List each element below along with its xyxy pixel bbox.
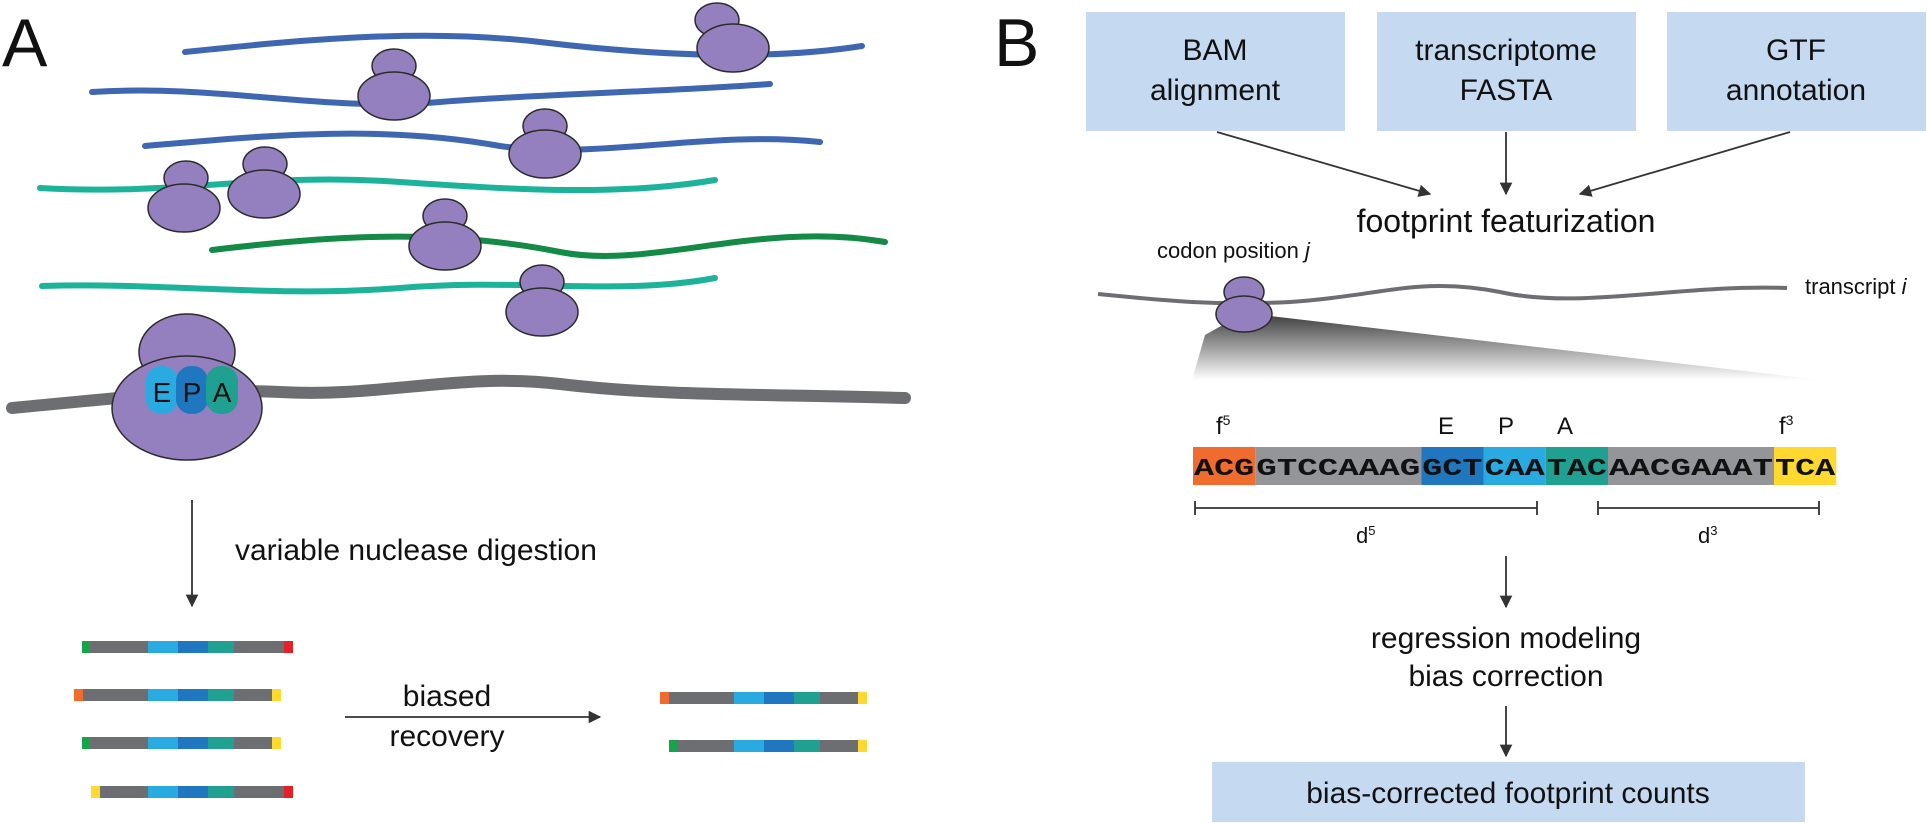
input-fasta-line2: FASTA [1460, 74, 1553, 107]
f3-label: f3 [1779, 412, 1794, 440]
fragment [82, 737, 281, 749]
ribosome [147, 160, 221, 233]
input-gtf-line1: GTF [1766, 34, 1826, 67]
mrna-strand-green-1 [209, 233, 888, 259]
sequence-segment-box [1608, 447, 1774, 485]
site-e-box [146, 366, 178, 414]
regression-label-line1: regression modeling [1371, 622, 1641, 655]
site-p-label: P [183, 377, 202, 408]
input-box-bam: BAM alignment [1086, 12, 1345, 131]
featurization-ribosome [1215, 276, 1273, 333]
sequence-segment-box [1421, 447, 1484, 485]
featurization-label: footprint featurization [1357, 203, 1656, 239]
site-p-box [176, 366, 208, 414]
recovery-label-line1: biased [403, 680, 491, 713]
input-boxes: BAM alignment transcriptome FASTA GTF an… [1086, 12, 1926, 131]
footprint-fragments [74, 641, 293, 798]
input-bam-line2: alignment [1150, 74, 1281, 107]
codon-position-label: codon position j [1157, 238, 1311, 263]
footprint-sequence: ACG GTCCAAAG GCT CAA TAC AACGAAAT TCA [1193, 447, 1837, 485]
mrna-strand-blue-2 [89, 81, 773, 108]
sequence-segment-text: GTCCAAAG [1256, 456, 1420, 483]
site-a-box [206, 366, 238, 414]
input-box-fasta: transcriptome FASTA [1377, 12, 1636, 131]
seq-site-e-label: E [1438, 413, 1454, 440]
sequence-segment-box [1255, 447, 1422, 485]
digestion-label: variable nuclease digestion [235, 534, 597, 567]
ribosome [227, 146, 301, 219]
regression-label-line2: bias correction [1408, 660, 1603, 693]
seq-site-p-label: P [1498, 413, 1514, 440]
mrna-strand-teal-2 [39, 275, 718, 295]
input-fasta-line1: transcriptome [1415, 34, 1597, 67]
input-box-gtf: GTF annotation [1667, 12, 1926, 131]
recovery-label-line2: recovery [389, 720, 504, 753]
mrna-strand-blue-3 [142, 130, 823, 153]
transcript-label: transcript i [1805, 274, 1908, 299]
ribosome [508, 108, 582, 179]
sequence-segment-box [1774, 447, 1837, 485]
sequence-segment-text: ACG [1194, 456, 1254, 483]
output-label: bias-corrected footprint counts [1306, 777, 1710, 810]
site-e-label: E [153, 377, 172, 408]
input-gtf-line2: annotation [1726, 74, 1866, 107]
sequence-segment-text: AACGAAAT [1609, 456, 1773, 483]
ribosome-sites: E P A [146, 366, 238, 414]
panel-a-label: A [2, 5, 48, 81]
zoom-wedge [1192, 313, 1822, 380]
mrna-strand-teal-1 [37, 176, 718, 194]
panel-b-label: B [994, 5, 1039, 81]
f5-label: f5 [1216, 412, 1231, 440]
ribosome [408, 198, 482, 271]
sequence-segment-box [1193, 447, 1256, 485]
sequence-segment-text: TAC [1547, 456, 1607, 483]
fragment [669, 740, 867, 752]
seq-site-a-label: A [1557, 413, 1573, 440]
sequence-segment-box [1545, 447, 1608, 485]
arrow-gtf [1578, 131, 1791, 197]
distance-brackets [1194, 501, 1820, 515]
ribosome [694, 2, 770, 73]
fragment [91, 786, 293, 798]
sequence-segment-text: GCT [1422, 456, 1482, 483]
sequence-segment-text: CAA [1485, 456, 1546, 483]
site-a-label: A [213, 377, 232, 408]
fragment [74, 689, 281, 701]
arrow-bam [1216, 131, 1432, 197]
d5-label: d5 [1356, 523, 1375, 548]
fragment [660, 692, 867, 704]
transcript-line [1097, 283, 1788, 306]
input-bam-line1: BAM [1182, 34, 1247, 67]
fragment [82, 641, 293, 653]
output-box: bias-corrected footprint counts [1212, 762, 1805, 822]
ribosome [357, 48, 431, 121]
recovered-fragments [660, 692, 867, 752]
sequence-segment-text: TCA [1775, 456, 1836, 483]
sequence-segment-box [1483, 447, 1546, 485]
input-arrows [1216, 131, 1791, 197]
d3-label: d3 [1698, 523, 1717, 548]
ribosome [505, 264, 579, 337]
